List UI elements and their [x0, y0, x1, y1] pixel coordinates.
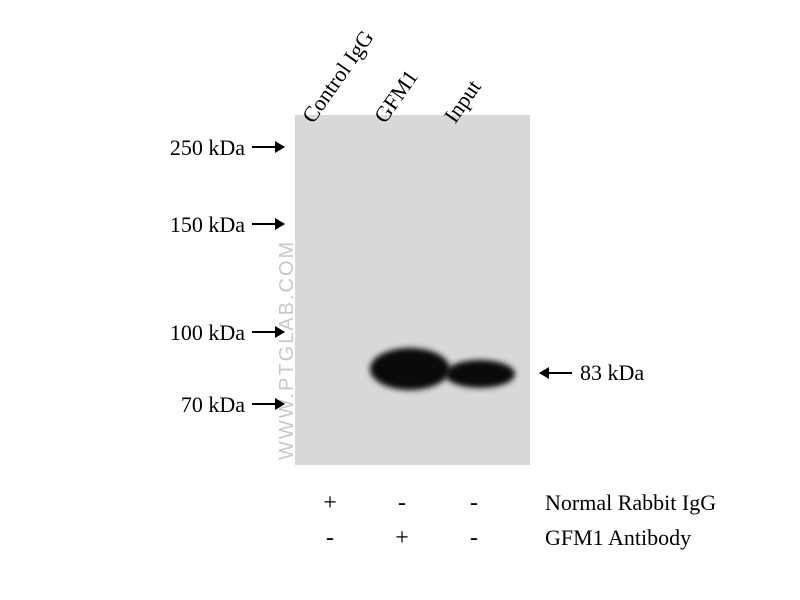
mw-label-70: 70 kDa: [155, 392, 245, 418]
lane-header-control-igg: Control IgG: [297, 25, 380, 128]
mw-label-100: 100 kDa: [155, 320, 245, 346]
cond-label-gfm1-antibody: GFM1 Antibody: [545, 525, 691, 551]
mw-arrow-250: [252, 146, 284, 148]
band-gfm1-ip: [370, 348, 450, 390]
cond-sign-r2-l3: -: [464, 525, 484, 552]
cond-sign-r2-l2: +: [392, 525, 412, 552]
mw-arrow-100: [252, 331, 284, 333]
cond-sign-r2-l1: -: [320, 525, 340, 552]
western-blot-figure: WWW.PTGLAB.COM 250 kDa 150 kDa 100 kDa 7…: [0, 0, 800, 600]
target-label: 83 kDa: [580, 360, 644, 386]
cond-sign-r1-l3: -: [464, 490, 484, 517]
target-arrow: [540, 372, 572, 374]
mw-label-250: 250 kDa: [155, 135, 245, 161]
blot-membrane: [295, 115, 530, 465]
mw-label-150: 150 kDa: [155, 212, 245, 238]
cond-sign-r1-l2: -: [392, 490, 412, 517]
cond-label-normal-rabbit-igg: Normal Rabbit IgG: [545, 490, 716, 516]
mw-arrow-150: [252, 223, 284, 225]
cond-sign-r1-l1: +: [320, 490, 340, 517]
mw-arrow-70: [252, 403, 284, 405]
band-input: [445, 360, 515, 388]
